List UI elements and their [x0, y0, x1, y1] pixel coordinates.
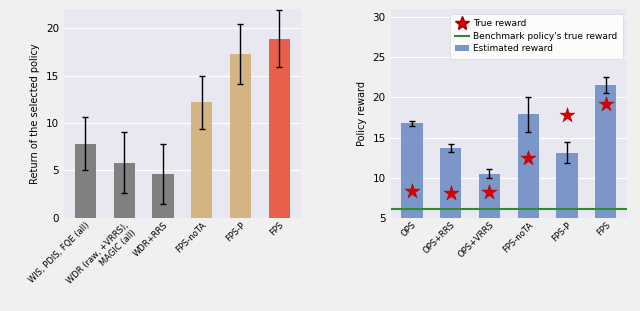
True reward — [601, 101, 611, 106]
True reward — [562, 113, 572, 118]
Bar — [518, 114, 539, 258]
Bar — [191, 102, 212, 218]
Bar — [595, 86, 616, 258]
Bar — [152, 174, 173, 218]
Bar — [269, 39, 290, 218]
Legend: True reward, Benchmark policy's true reward, Estimated reward: True reward, Benchmark policy's true rew… — [449, 14, 623, 59]
True reward — [484, 190, 495, 195]
True reward — [523, 155, 533, 160]
Bar — [479, 174, 500, 258]
Bar — [401, 123, 422, 258]
Bar — [75, 144, 96, 218]
Y-axis label: Return of the selected policy: Return of the selected policy — [30, 43, 40, 184]
Benchmark policy's true reward — [447, 207, 454, 211]
Benchmark policy's true reward — [408, 207, 416, 211]
Bar — [556, 153, 578, 258]
Bar — [440, 148, 461, 258]
Bar — [113, 163, 135, 218]
True reward — [407, 189, 417, 194]
True reward — [445, 190, 456, 195]
Y-axis label: Policy reward: Policy reward — [357, 81, 367, 146]
Bar — [230, 54, 251, 218]
